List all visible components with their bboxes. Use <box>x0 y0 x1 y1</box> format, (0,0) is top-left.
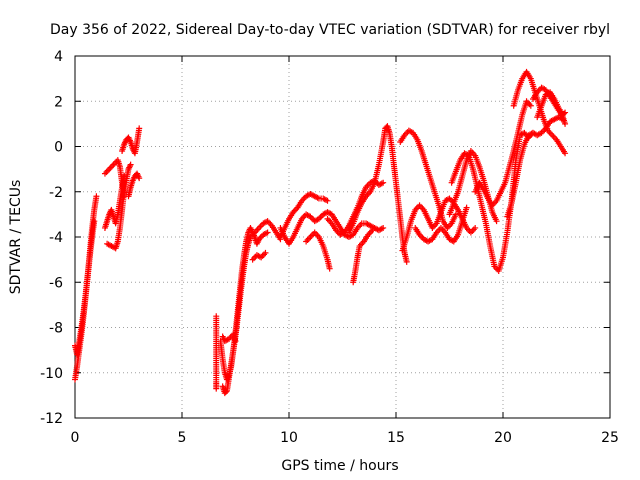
y-tick-label: -6 <box>49 275 63 291</box>
x-tick-label: 10 <box>280 430 298 446</box>
y-tick-label: -2 <box>49 185 63 201</box>
data-point <box>380 179 387 186</box>
data-point <box>213 385 220 392</box>
data-point <box>403 258 410 265</box>
data-point <box>560 110 567 117</box>
y-tick-label: 0 <box>54 140 63 156</box>
data-point <box>326 265 333 272</box>
data-point <box>463 204 470 211</box>
x-tick-label: 20 <box>494 430 512 446</box>
data-point <box>562 120 569 127</box>
data-point <box>380 224 387 231</box>
data-point <box>264 229 271 236</box>
x-tick-label: 15 <box>387 430 405 446</box>
x-tick-label: 25 <box>601 430 619 446</box>
data-point <box>493 218 500 225</box>
data-point <box>452 211 459 218</box>
axis-ticks <box>74 55 611 419</box>
chart-title: Day 356 of 2022, Sidereal Day-to-day VTE… <box>50 22 610 38</box>
data-point <box>562 109 569 116</box>
y-tick-label: -10 <box>40 366 63 382</box>
data-point <box>232 338 239 345</box>
data-point <box>527 102 534 109</box>
data-point <box>93 193 100 200</box>
x-axis-label: GPS time / hours <box>281 458 398 474</box>
data-point <box>562 150 569 157</box>
x-tick-label: 0 <box>71 430 80 446</box>
data-point <box>136 175 143 182</box>
data-point <box>127 161 134 168</box>
y-axis-label: SDTVAR / TECUs <box>8 180 24 295</box>
data-point <box>91 218 98 225</box>
grid <box>75 56 610 418</box>
data-point <box>472 224 479 231</box>
axis-tick-labels: 0 5 10 15 20 25 -12 -10 -8 -6 -4 -2 0 2 4 <box>40 49 619 446</box>
y-tick-label: -4 <box>49 230 63 246</box>
y-tick-label: -12 <box>40 411 63 427</box>
data-point <box>222 388 229 395</box>
y-tick-label: 2 <box>54 94 63 110</box>
data-point <box>262 249 269 256</box>
y-tick-label: -8 <box>49 321 63 337</box>
y-tick-label: 4 <box>54 49 63 65</box>
data-point <box>369 227 376 234</box>
data-point <box>324 197 331 204</box>
data-point <box>136 125 143 132</box>
data-points <box>72 68 569 397</box>
x-tick-label: 5 <box>178 430 187 446</box>
